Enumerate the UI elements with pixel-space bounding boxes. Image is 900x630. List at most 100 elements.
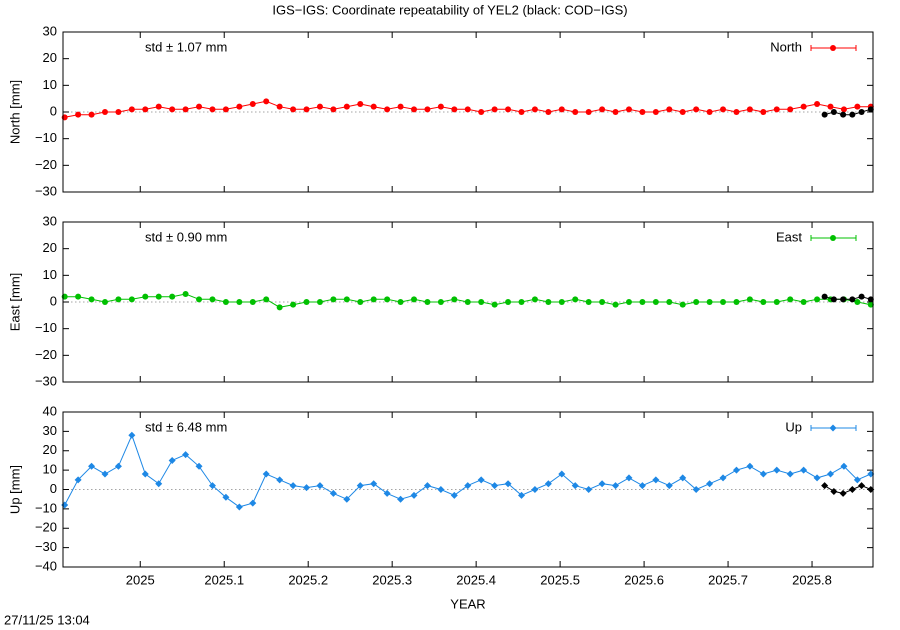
point bbox=[612, 109, 619, 115]
point bbox=[101, 109, 108, 115]
point bbox=[424, 299, 431, 305]
point bbox=[142, 293, 149, 300]
point bbox=[397, 299, 404, 305]
point bbox=[746, 462, 754, 470]
y-tick-label: 10 bbox=[43, 267, 57, 282]
point bbox=[800, 103, 807, 110]
point bbox=[504, 480, 512, 488]
point bbox=[276, 304, 283, 311]
std-annotation: std ± 0.90 mm bbox=[145, 229, 227, 244]
point bbox=[720, 106, 727, 113]
point bbox=[830, 109, 837, 115]
point bbox=[840, 296, 847, 303]
point bbox=[222, 299, 229, 305]
point bbox=[316, 299, 323, 305]
y-tick-label: 10 bbox=[43, 77, 57, 92]
point bbox=[450, 491, 458, 499]
point bbox=[370, 480, 378, 488]
point bbox=[222, 106, 229, 113]
point bbox=[343, 296, 350, 303]
y-tick-label: 30 bbox=[43, 23, 57, 38]
point bbox=[303, 106, 310, 113]
point bbox=[814, 101, 821, 107]
point bbox=[437, 486, 445, 493]
point bbox=[423, 482, 431, 490]
point bbox=[437, 103, 444, 110]
point bbox=[839, 489, 847, 497]
y-tick-label: 40 bbox=[43, 403, 57, 418]
point bbox=[505, 299, 512, 305]
point bbox=[585, 486, 593, 493]
point bbox=[370, 296, 377, 303]
point bbox=[786, 470, 794, 478]
point bbox=[276, 103, 283, 110]
point bbox=[652, 299, 659, 305]
point bbox=[858, 482, 866, 490]
y-axis-label: Up [mm] bbox=[7, 465, 22, 514]
point bbox=[830, 296, 837, 303]
point bbox=[625, 106, 632, 113]
point bbox=[746, 106, 753, 113]
x-tick-label: 2025.7 bbox=[708, 572, 748, 587]
y-tick-label: −30 bbox=[35, 183, 57, 198]
point bbox=[840, 462, 848, 470]
point bbox=[411, 106, 418, 113]
y-tick-label: −10 bbox=[35, 500, 57, 515]
point bbox=[773, 106, 780, 113]
point bbox=[773, 466, 781, 474]
point bbox=[612, 301, 619, 308]
point bbox=[290, 301, 297, 308]
point bbox=[411, 296, 418, 303]
point bbox=[558, 299, 565, 305]
point bbox=[303, 299, 310, 305]
point bbox=[383, 489, 391, 497]
point bbox=[679, 301, 686, 308]
point bbox=[316, 103, 323, 110]
point bbox=[518, 109, 525, 115]
point bbox=[625, 299, 632, 305]
point bbox=[706, 299, 713, 305]
point bbox=[88, 111, 95, 118]
point bbox=[114, 462, 122, 470]
point bbox=[821, 293, 828, 300]
point bbox=[397, 103, 404, 110]
point bbox=[491, 301, 498, 308]
point bbox=[75, 111, 82, 118]
std-annotation: std ± 1.07 mm bbox=[145, 39, 227, 54]
point bbox=[706, 480, 714, 488]
point bbox=[115, 296, 122, 303]
point bbox=[128, 296, 135, 303]
point bbox=[357, 299, 364, 305]
point bbox=[356, 482, 364, 490]
point bbox=[821, 111, 828, 118]
point bbox=[303, 484, 311, 492]
y-axis-label: North [mm] bbox=[7, 80, 22, 144]
point bbox=[858, 109, 865, 115]
point bbox=[719, 474, 727, 482]
point bbox=[330, 296, 337, 303]
point bbox=[505, 106, 512, 113]
point bbox=[639, 299, 646, 305]
y-tick-label: 20 bbox=[43, 240, 57, 255]
point bbox=[222, 493, 230, 501]
point bbox=[867, 296, 874, 303]
point bbox=[195, 462, 203, 470]
point bbox=[585, 109, 592, 115]
point bbox=[544, 480, 552, 488]
legend-label: East bbox=[776, 229, 802, 244]
point bbox=[235, 503, 243, 511]
point bbox=[666, 299, 673, 305]
point bbox=[638, 482, 646, 490]
legend-swatch bbox=[829, 424, 837, 432]
point bbox=[858, 293, 865, 300]
point bbox=[343, 103, 350, 110]
point bbox=[478, 109, 485, 115]
point bbox=[773, 299, 780, 305]
point bbox=[88, 296, 95, 303]
y-tick-label: −20 bbox=[35, 520, 57, 535]
point bbox=[464, 106, 471, 113]
point bbox=[545, 299, 552, 305]
point bbox=[720, 299, 727, 305]
y-tick-label: −40 bbox=[35, 558, 57, 573]
x-tick-label: 2025.2 bbox=[288, 572, 328, 587]
